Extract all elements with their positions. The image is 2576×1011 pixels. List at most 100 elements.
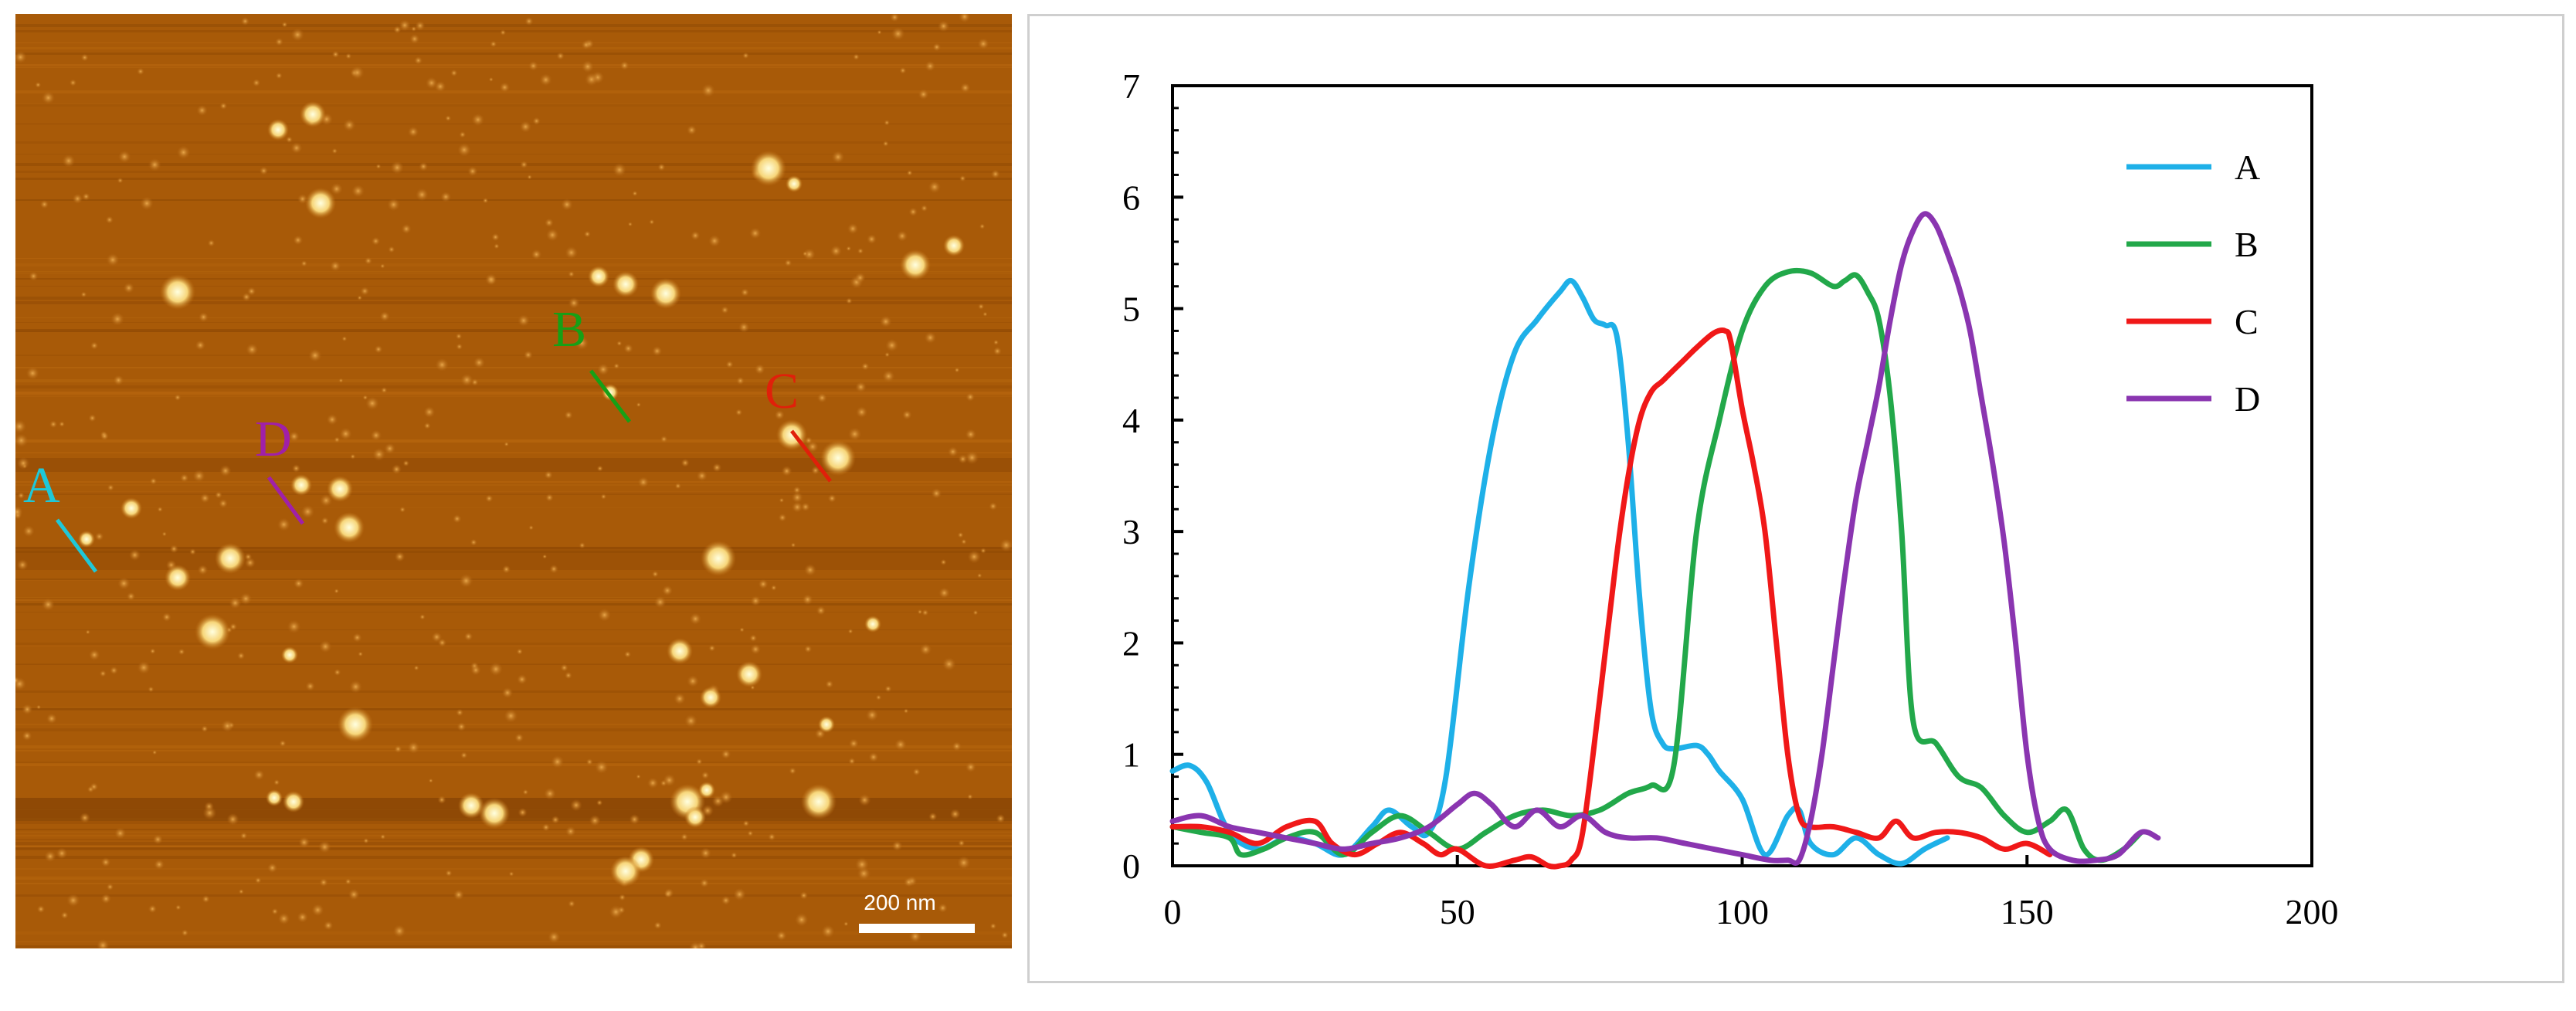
afm-grain xyxy=(674,483,681,490)
afm-grain xyxy=(152,834,163,845)
scan-streak xyxy=(15,53,1012,55)
afm-grain xyxy=(219,498,228,508)
afm-grain xyxy=(928,812,938,821)
afm-grain xyxy=(69,79,77,87)
afm-grain xyxy=(778,513,787,522)
afm-grain xyxy=(843,921,849,927)
afm-grain xyxy=(821,924,835,938)
afm-grain xyxy=(904,877,914,887)
afm-grain xyxy=(637,477,650,488)
scan-streak xyxy=(15,481,1012,483)
scan-streak xyxy=(15,580,1012,581)
scan-streak xyxy=(15,452,1012,453)
afm-grain xyxy=(959,175,966,182)
y-tick-label: 3 xyxy=(1122,512,1140,551)
afm-grain xyxy=(402,460,409,466)
afm-grain xyxy=(687,675,699,687)
afm-grain xyxy=(148,686,154,693)
afm-grain xyxy=(381,387,388,394)
afm-grain xyxy=(539,73,552,87)
scan-streak xyxy=(15,458,1012,472)
afm-bright-particle xyxy=(458,792,484,819)
afm-grain xyxy=(522,789,529,796)
afm-grain xyxy=(15,433,29,448)
afm-grain xyxy=(708,234,721,247)
afm-grain xyxy=(867,234,877,245)
afm-grain xyxy=(662,585,673,596)
scan-streak xyxy=(15,286,1012,287)
afm-grain xyxy=(855,381,867,393)
afm-grain xyxy=(358,651,364,657)
afm-bright-particle xyxy=(864,616,881,633)
scan-streak xyxy=(15,798,1012,821)
afm-bright-particle xyxy=(818,716,835,733)
afm-grain xyxy=(176,145,191,160)
afm-grain xyxy=(334,668,341,677)
afm-grain xyxy=(221,719,234,733)
afm-grain xyxy=(799,891,809,900)
afm-grain xyxy=(700,878,709,888)
afm-grain xyxy=(551,816,560,824)
afm-grain xyxy=(928,180,942,194)
afm-grain xyxy=(413,665,419,671)
afm-grain xyxy=(520,161,528,169)
afm-grain xyxy=(428,778,433,783)
afm-bright-particle xyxy=(700,687,721,708)
scan-streak xyxy=(15,750,1012,751)
afm-grain xyxy=(253,769,265,781)
afm-bright-particle xyxy=(650,278,681,309)
afm-grain xyxy=(80,53,89,62)
afm-grain xyxy=(100,432,109,441)
scan-streak xyxy=(15,439,1012,443)
scan-streak xyxy=(15,643,1012,645)
afm-grain xyxy=(958,840,966,847)
afm-grain xyxy=(488,76,494,82)
scan-streak xyxy=(15,551,1012,553)
afm-grain xyxy=(300,260,307,267)
afm-grain xyxy=(532,117,541,125)
legend-label-c: C xyxy=(2235,302,2259,341)
afm-grain xyxy=(62,154,76,168)
afm-grain xyxy=(877,29,882,35)
afm-grain xyxy=(544,470,553,480)
afm-grain xyxy=(423,422,431,429)
afm-grain xyxy=(989,922,997,930)
afm-grain xyxy=(192,470,205,483)
afm-grain xyxy=(891,840,903,851)
afm-grain xyxy=(161,612,171,622)
afm-grain xyxy=(908,930,922,943)
afm-grain xyxy=(664,890,672,898)
scale-bar xyxy=(859,924,975,933)
scan-streak xyxy=(15,178,1012,180)
afm-grain xyxy=(457,143,471,157)
afm-grain xyxy=(189,548,196,555)
afm-grain xyxy=(97,938,110,948)
afm-grain xyxy=(321,517,329,525)
afm-grain xyxy=(560,663,568,672)
afm-grain xyxy=(816,606,826,616)
afm-grain xyxy=(334,436,341,443)
afm-grain xyxy=(616,341,623,347)
afm-grain xyxy=(286,136,293,144)
afm-grain xyxy=(884,685,892,693)
profile-line-d xyxy=(266,476,305,525)
afm-grain xyxy=(919,643,932,656)
afm-grain xyxy=(169,545,178,554)
scan-streak xyxy=(15,724,1012,725)
afm-grain xyxy=(972,609,979,616)
afm-grain xyxy=(921,205,928,212)
afm-grain xyxy=(545,494,554,502)
afm-grain xyxy=(581,39,592,50)
afm-grain xyxy=(379,311,390,322)
afm-grain xyxy=(372,447,386,461)
afm-grain xyxy=(758,578,769,589)
afm-grain xyxy=(15,50,27,64)
afm-grain xyxy=(942,656,956,671)
afm-grain xyxy=(110,666,118,675)
afm-grain xyxy=(903,708,909,714)
afm-grain xyxy=(229,596,242,609)
scan-streak xyxy=(15,849,1012,850)
afm-grain xyxy=(437,796,446,804)
afm-grain xyxy=(363,837,369,844)
